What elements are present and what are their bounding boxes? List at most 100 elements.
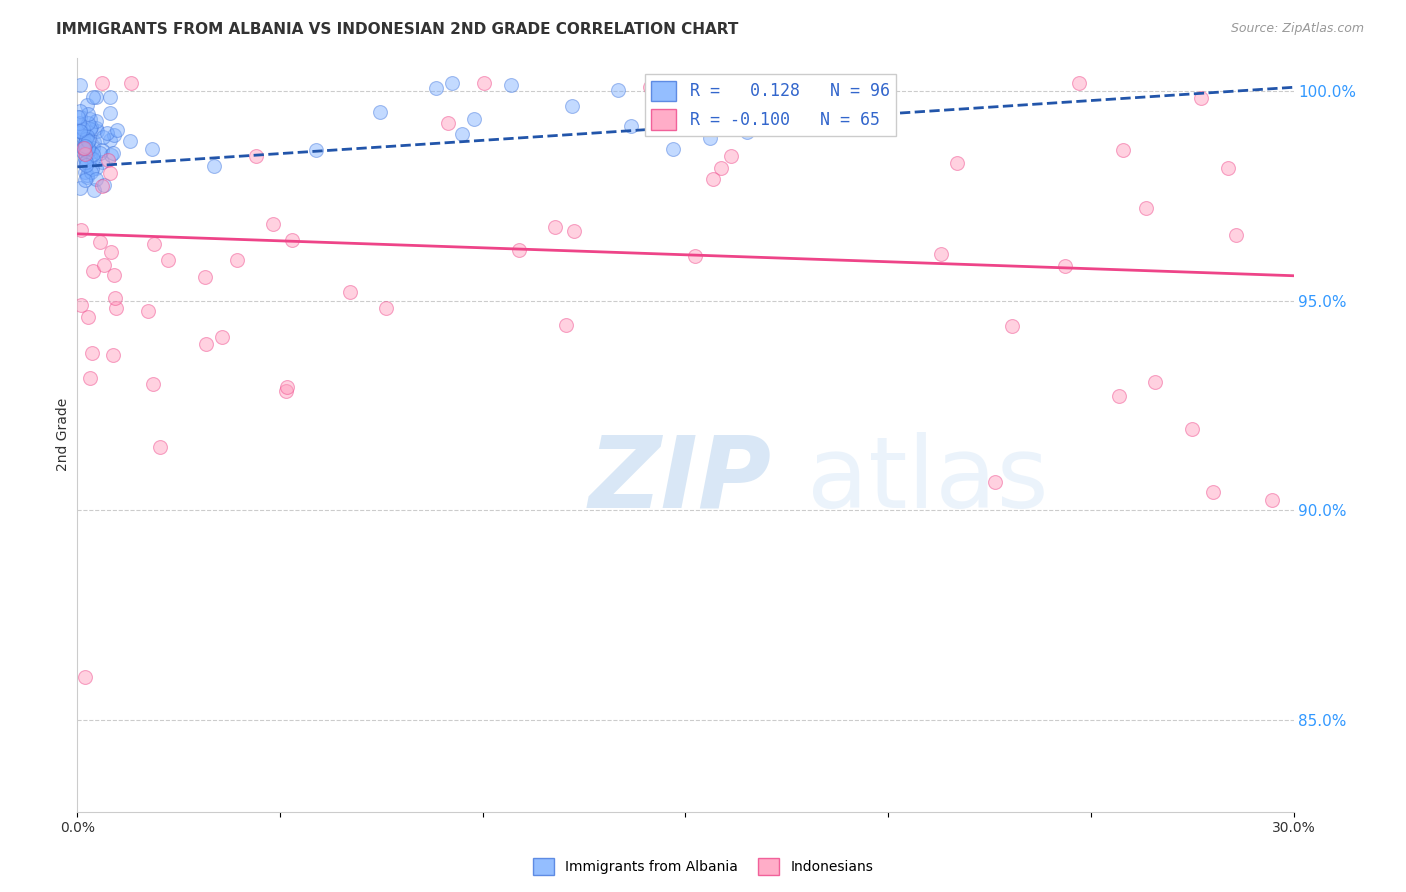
Point	[620, 119, 643, 133]
Point	[735, 125, 758, 139]
Point	[149, 441, 172, 455]
Point	[91, 178, 114, 193]
Point	[779, 76, 801, 90]
Point	[1189, 91, 1212, 105]
Point	[73, 155, 96, 169]
Point	[84, 114, 107, 128]
Point	[1144, 375, 1167, 389]
Point	[75, 148, 97, 162]
Point	[96, 126, 118, 140]
Point	[1216, 161, 1239, 176]
Point	[100, 166, 122, 180]
Point	[93, 258, 115, 272]
Point	[305, 143, 328, 157]
Point	[77, 106, 100, 120]
Point	[77, 141, 100, 155]
Point	[75, 157, 97, 171]
Point	[69, 180, 91, 194]
Point	[226, 253, 249, 268]
Legend: Immigrants from Albania, Indonesians: Immigrants from Albania, Indonesians	[527, 853, 879, 880]
Y-axis label: 2nd Grade: 2nd Grade	[56, 398, 70, 472]
Point	[662, 142, 685, 156]
Point	[728, 84, 751, 98]
Point	[702, 171, 724, 186]
Point	[75, 143, 97, 157]
Point	[91, 143, 114, 157]
Point	[202, 159, 225, 173]
Text: Source: ZipAtlas.com: Source: ZipAtlas.com	[1230, 22, 1364, 36]
Point	[73, 146, 96, 161]
Point	[1001, 319, 1024, 334]
Point	[79, 370, 101, 384]
Point	[75, 132, 97, 146]
Point	[82, 264, 104, 278]
Point	[720, 149, 742, 163]
Point	[683, 249, 706, 263]
Point	[80, 145, 103, 160]
Point	[1067, 76, 1090, 90]
Point	[1261, 493, 1284, 508]
Point	[118, 134, 141, 148]
Point	[100, 244, 122, 259]
Point	[97, 153, 120, 167]
Point	[72, 121, 94, 136]
Point	[70, 223, 93, 237]
Point	[77, 133, 100, 147]
Point	[1054, 259, 1077, 273]
Point	[1181, 422, 1204, 436]
Point	[946, 156, 969, 170]
Point	[929, 247, 952, 261]
Point	[90, 154, 112, 169]
Text: atlas: atlas	[807, 432, 1049, 529]
Point	[274, 384, 297, 398]
Point	[474, 76, 496, 90]
Point	[73, 136, 96, 151]
Point	[156, 253, 179, 268]
Point	[75, 136, 97, 150]
Point	[194, 269, 217, 284]
Point	[91, 129, 114, 144]
Point	[98, 106, 121, 120]
Point	[79, 112, 101, 127]
Point	[138, 304, 160, 318]
Point	[84, 172, 107, 186]
Point	[440, 76, 463, 90]
Point	[69, 119, 91, 133]
Point	[716, 80, 738, 95]
Point	[638, 80, 661, 95]
Point	[983, 475, 1005, 489]
Point	[72, 141, 94, 155]
Point	[101, 348, 124, 362]
Point	[69, 124, 91, 138]
Point	[79, 143, 101, 157]
Point	[75, 670, 97, 684]
Point	[76, 170, 98, 185]
Point	[73, 173, 96, 187]
Point	[463, 112, 485, 127]
Point	[425, 80, 447, 95]
Point	[70, 298, 93, 312]
Point	[82, 152, 104, 166]
Point	[499, 78, 522, 93]
Point	[89, 146, 111, 161]
Point	[105, 301, 128, 316]
Text: IMMIGRANTS FROM ALBANIA VS INDONESIAN 2ND GRADE CORRELATION CHART: IMMIGRANTS FROM ALBANIA VS INDONESIAN 2N…	[56, 22, 738, 37]
Point	[803, 76, 825, 90]
Point	[76, 98, 98, 112]
Point	[83, 183, 105, 197]
Point	[368, 105, 391, 120]
Point	[828, 80, 851, 95]
Point	[211, 329, 233, 343]
Point	[72, 130, 94, 145]
Point	[276, 380, 298, 394]
Point	[80, 120, 103, 134]
Point	[77, 134, 100, 148]
Point	[710, 161, 733, 175]
Point	[718, 112, 741, 127]
Point	[280, 233, 302, 247]
Point	[76, 128, 98, 143]
Point	[120, 76, 142, 90]
Point	[69, 78, 91, 92]
Point	[86, 161, 108, 175]
Point	[105, 122, 128, 136]
